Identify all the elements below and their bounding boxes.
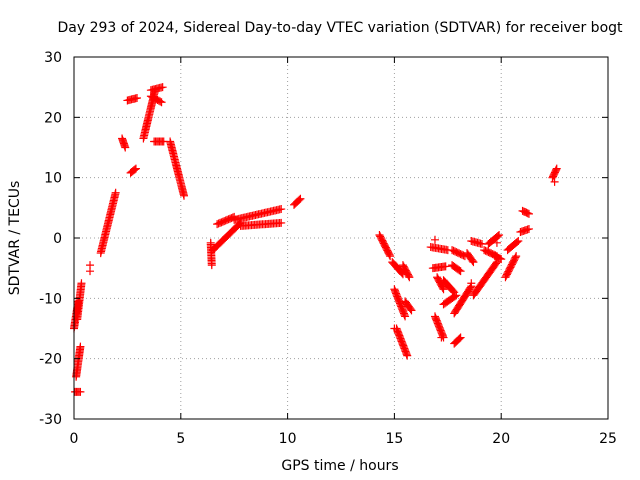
data-point [550, 177, 559, 186]
x-tick-label: 15 [385, 431, 403, 447]
x-tick-label: 5 [176, 431, 185, 447]
data-point [451, 292, 460, 301]
data-point [497, 255, 506, 264]
data-point [131, 164, 140, 173]
data-point [455, 334, 464, 343]
data-point [452, 291, 461, 300]
y-tick-label: 30 [44, 50, 62, 66]
data-point [514, 237, 523, 246]
data-point [277, 218, 286, 227]
data-point [386, 252, 395, 261]
data-point [385, 250, 394, 259]
x-tick-label: 20 [492, 431, 510, 447]
data-point [121, 143, 130, 152]
data-point [524, 209, 533, 218]
data-point [467, 279, 476, 288]
data-point [438, 283, 447, 292]
chart-title: Day 293 of 2024, Sidereal Day-to-day VTE… [57, 20, 623, 36]
data-point [403, 351, 412, 360]
y-tick-label: -10 [39, 291, 62, 307]
x-tick-label: 0 [70, 431, 79, 447]
data-point [492, 238, 501, 247]
data-point [455, 266, 464, 275]
data-point [523, 209, 532, 218]
data-point [511, 253, 520, 262]
y-tick-label: 10 [44, 171, 62, 187]
data-point [406, 305, 415, 314]
data-point [456, 267, 465, 276]
tick-layer: 0 5 10 15 20 25 30 20 10 0 -10 -20 -30 [39, 50, 617, 447]
data-point [130, 165, 139, 174]
data-point [77, 279, 86, 288]
data-point [390, 324, 399, 333]
data-point [296, 194, 305, 203]
data-point [295, 195, 304, 204]
data-point [156, 97, 165, 106]
data-point [513, 238, 522, 247]
data-point [469, 258, 478, 267]
data-point [437, 333, 446, 342]
data-point [492, 259, 501, 268]
data-point [441, 262, 450, 271]
data-point [407, 306, 416, 315]
data-point [86, 267, 95, 276]
grid-layer [74, 57, 608, 419]
x-axis-label: GPS time / hours [281, 458, 398, 474]
y-tick-label: -20 [39, 352, 62, 368]
data-point [133, 94, 142, 103]
data-point [456, 333, 465, 342]
data-point [207, 261, 216, 270]
data-point [495, 230, 504, 239]
data-point [495, 254, 504, 263]
data-point [157, 98, 166, 107]
data-point [111, 188, 120, 197]
data-point [404, 271, 413, 280]
y-axis-label: SDTVAR / TECUs [7, 181, 23, 296]
data-point [180, 191, 189, 200]
data-point [493, 231, 502, 240]
data-point [512, 252, 521, 261]
data-point [76, 387, 85, 396]
data-point [524, 224, 533, 233]
data-point [552, 165, 561, 174]
data-point [401, 312, 410, 321]
data-point [405, 273, 414, 282]
y-tick-label: 0 [53, 231, 62, 247]
data-point [430, 235, 439, 244]
x-tick-label: 25 [599, 431, 617, 447]
data-point [439, 285, 448, 294]
y-tick-label: 20 [44, 110, 62, 126]
points-layer [70, 83, 561, 396]
data-point [466, 283, 475, 292]
data-point [277, 205, 286, 214]
y-tick-label: -30 [39, 412, 62, 428]
x-tick-label: 10 [279, 431, 297, 447]
data-point [468, 256, 477, 265]
data-point [76, 342, 85, 351]
data-point [552, 164, 561, 173]
data-point [158, 83, 167, 92]
